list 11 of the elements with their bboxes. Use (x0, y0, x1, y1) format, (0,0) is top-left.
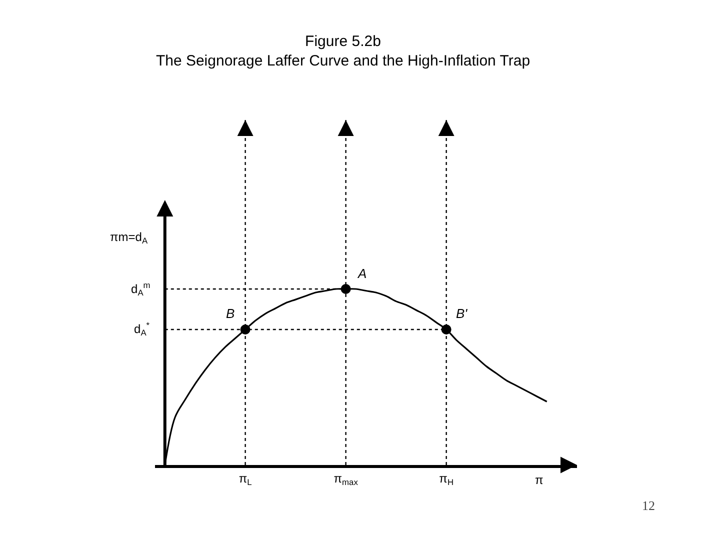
text: 12 (642, 498, 655, 513)
x-tick-label: π$_{H}$ (439, 471, 454, 487)
chart-subtitle: The Seignorage Laffer Curve and the High-Inflation Trap (156, 52, 530, 70)
x-tick-label: π$_{max}$ (334, 471, 359, 487)
x-axis-title: π (535, 473, 544, 487)
y-axis-title: πm=d$_{A}$ (110, 230, 148, 246)
x-tick-label: π$_{L}$ (238, 471, 252, 487)
annotation: B' (456, 306, 468, 321)
annotation: A (357, 266, 367, 281)
chart-title: Figure 5.2b (305, 33, 381, 50)
annotation: B (226, 306, 235, 321)
